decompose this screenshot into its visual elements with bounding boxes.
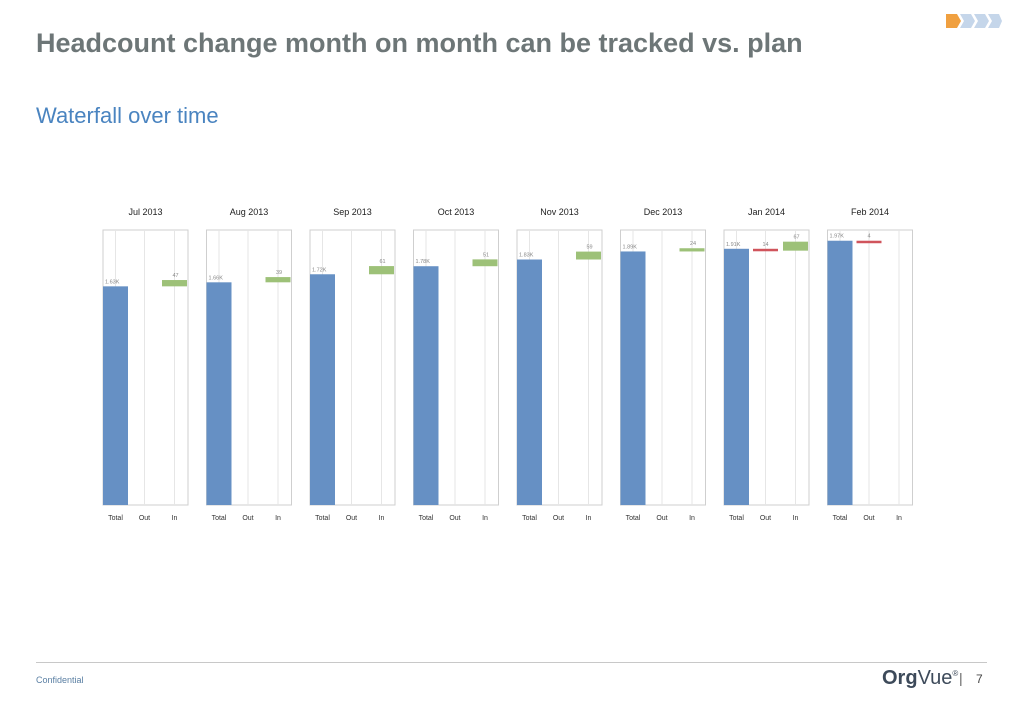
category-label: Out (656, 515, 667, 522)
footer-separator: | (959, 670, 963, 686)
category-label: Out (553, 515, 564, 522)
category-label: Total (108, 515, 123, 522)
brand-mark: ® (952, 669, 959, 678)
in-bar (472, 259, 498, 267)
total-value-label: 1.72K (312, 267, 327, 273)
chevron-3 (974, 14, 989, 28)
total-value-label: 1.89K (623, 244, 638, 250)
category-label: Out (242, 515, 253, 522)
category-label: Total (315, 515, 330, 522)
category-label: Total (522, 515, 537, 522)
category-label: In (275, 515, 281, 522)
panel-month-label: Nov 2013 (540, 207, 579, 217)
total-bar (620, 251, 646, 505)
category-label: Out (346, 515, 357, 522)
total-value-label: 1.97K (830, 234, 845, 240)
category-label: Total (212, 515, 227, 522)
category-label: In (379, 515, 385, 522)
category-label: Out (760, 515, 771, 522)
page-number: 7 (976, 672, 983, 686)
footer-divider (36, 662, 987, 663)
footer-confidential: Confidential (36, 675, 84, 685)
page-subtitle: Waterfall over time (36, 103, 219, 128)
total-bar (517, 259, 542, 505)
in-value-label: 67 (793, 235, 799, 241)
category-label: In (482, 515, 488, 522)
in-bar (679, 248, 705, 252)
chevron-4 (988, 14, 1002, 28)
chevron-progress-icon (946, 14, 1002, 28)
category-label: Total (626, 515, 641, 522)
in-value-label: 61 (379, 259, 385, 265)
category-label: Total (729, 515, 744, 522)
in-bar (265, 277, 291, 283)
category-label: Total (419, 515, 434, 522)
category-label: Out (863, 515, 874, 522)
total-bar (827, 240, 853, 506)
out-value-label: 4 (867, 234, 870, 240)
total-bar (206, 282, 232, 505)
in-value-label: 39 (276, 270, 282, 276)
total-bar (413, 266, 439, 505)
in-bar (162, 280, 187, 287)
category-label: In (172, 515, 178, 522)
chevron-2 (960, 14, 975, 28)
out-value-label: 14 (762, 242, 768, 248)
panel-month-label: Dec 2013 (644, 207, 683, 217)
panel-month-label: Jan 2014 (748, 207, 785, 217)
page-title: Headcount change month on month can be t… (36, 28, 803, 58)
category-label: Out (139, 515, 150, 522)
panel-month-label: Oct 2013 (438, 207, 475, 217)
in-value-label: 47 (172, 273, 178, 279)
category-label: In (793, 515, 799, 522)
category-label: In (896, 515, 902, 522)
category-label: Total (833, 515, 848, 522)
chevron-1 (946, 14, 961, 28)
in-value-label: 24 (690, 241, 696, 247)
panel-month-label: Jul 2013 (128, 207, 162, 217)
total-bar (310, 274, 335, 505)
panel-month-label: Feb 2014 (851, 207, 889, 217)
category-label: Out (449, 515, 460, 522)
in-bar (369, 266, 394, 275)
total-value-label: 1.91K (726, 242, 741, 248)
total-value-label: 1.83K (519, 253, 534, 259)
total-bar (724, 248, 749, 505)
total-value-label: 1.66K (209, 275, 224, 281)
out-bar (856, 240, 882, 244)
in-value-label: 51 (483, 252, 489, 258)
in-value-label: 59 (586, 245, 592, 251)
brand-org: Org (882, 667, 918, 689)
panel-month-label: Sep 2013 (333, 207, 372, 217)
brand-vue: Vue (917, 667, 953, 689)
category-label: In (689, 515, 695, 522)
in-bar (576, 251, 601, 260)
panel-month-label: Aug 2013 (230, 207, 269, 217)
category-label: In (586, 515, 592, 522)
brand-logo: OrgVue® (882, 667, 958, 690)
out-bar (753, 248, 778, 252)
total-value-label: 1.63K (105, 279, 120, 285)
total-bar (103, 286, 128, 505)
in-bar (783, 241, 808, 251)
total-value-label: 1.78K (416, 259, 431, 265)
